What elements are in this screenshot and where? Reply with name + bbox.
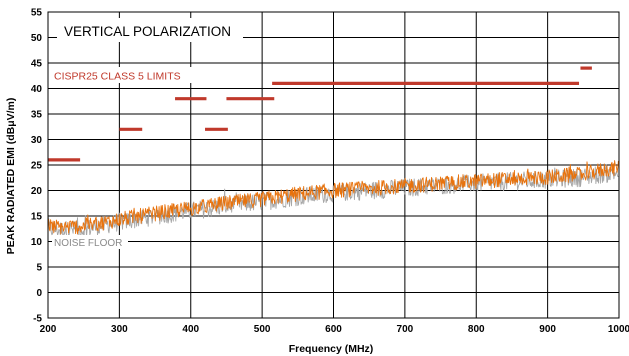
x-tick-label: 300 <box>111 324 128 335</box>
x-tick-label: 800 <box>468 324 485 335</box>
x-tick-label: 600 <box>325 324 342 335</box>
x-tick-label: 500 <box>254 324 271 335</box>
x-tick-label: 1000 <box>608 324 629 335</box>
y-tick-label: 50 <box>31 33 43 44</box>
y-tick-label: 25 <box>31 161 43 172</box>
y-tick-label: 40 <box>31 84 43 95</box>
y-tick-label: 15 <box>31 212 43 223</box>
noise-floor-label-bg <box>52 235 128 249</box>
y-tick-label: 45 <box>31 59 43 70</box>
series-layer <box>47 160 619 240</box>
limit-lines <box>48 66 592 162</box>
x-axis-title: Frequency (MHz) <box>289 343 374 355</box>
y-tick-label: 55 <box>31 8 43 19</box>
annotations: VERTICAL POLARIZATION CISPR25 CLASS 5 LI… <box>51 18 243 249</box>
y-tick-label: 35 <box>31 110 43 121</box>
title-box-bg <box>57 18 243 42</box>
x-tick-label: 200 <box>40 324 57 335</box>
x-tick-label: 900 <box>539 324 556 335</box>
x-tick-label: 700 <box>397 324 414 335</box>
limits-label: CISPR25 CLASS 5 LIMITS <box>54 71 181 83</box>
y-tick-label: 20 <box>31 186 43 197</box>
noise-floor-label: NOISE FLOOR <box>54 238 122 249</box>
emi-series <box>47 160 619 235</box>
chart-title-annotation: VERTICAL POLARIZATION <box>64 24 231 39</box>
noise-floor-series <box>47 164 619 240</box>
grid <box>47 11 620 319</box>
axes: 200 300 400 500 600 700 800 900 1000555045403530… <box>31 8 629 336</box>
x-tick-label: 400 <box>182 324 199 335</box>
y-tick-label: 10 <box>31 237 43 248</box>
plot-border <box>47 11 620 319</box>
limits-label-bg <box>51 67 207 83</box>
y-tick-label: -5 <box>33 314 42 325</box>
y-tick-label: 30 <box>31 135 43 146</box>
y-tick-label: 0 <box>36 288 42 299</box>
y-axis-title: PEAK RADIATED EMI (dBμV/m) <box>5 98 17 255</box>
y-tick-label: 5 <box>36 263 42 274</box>
